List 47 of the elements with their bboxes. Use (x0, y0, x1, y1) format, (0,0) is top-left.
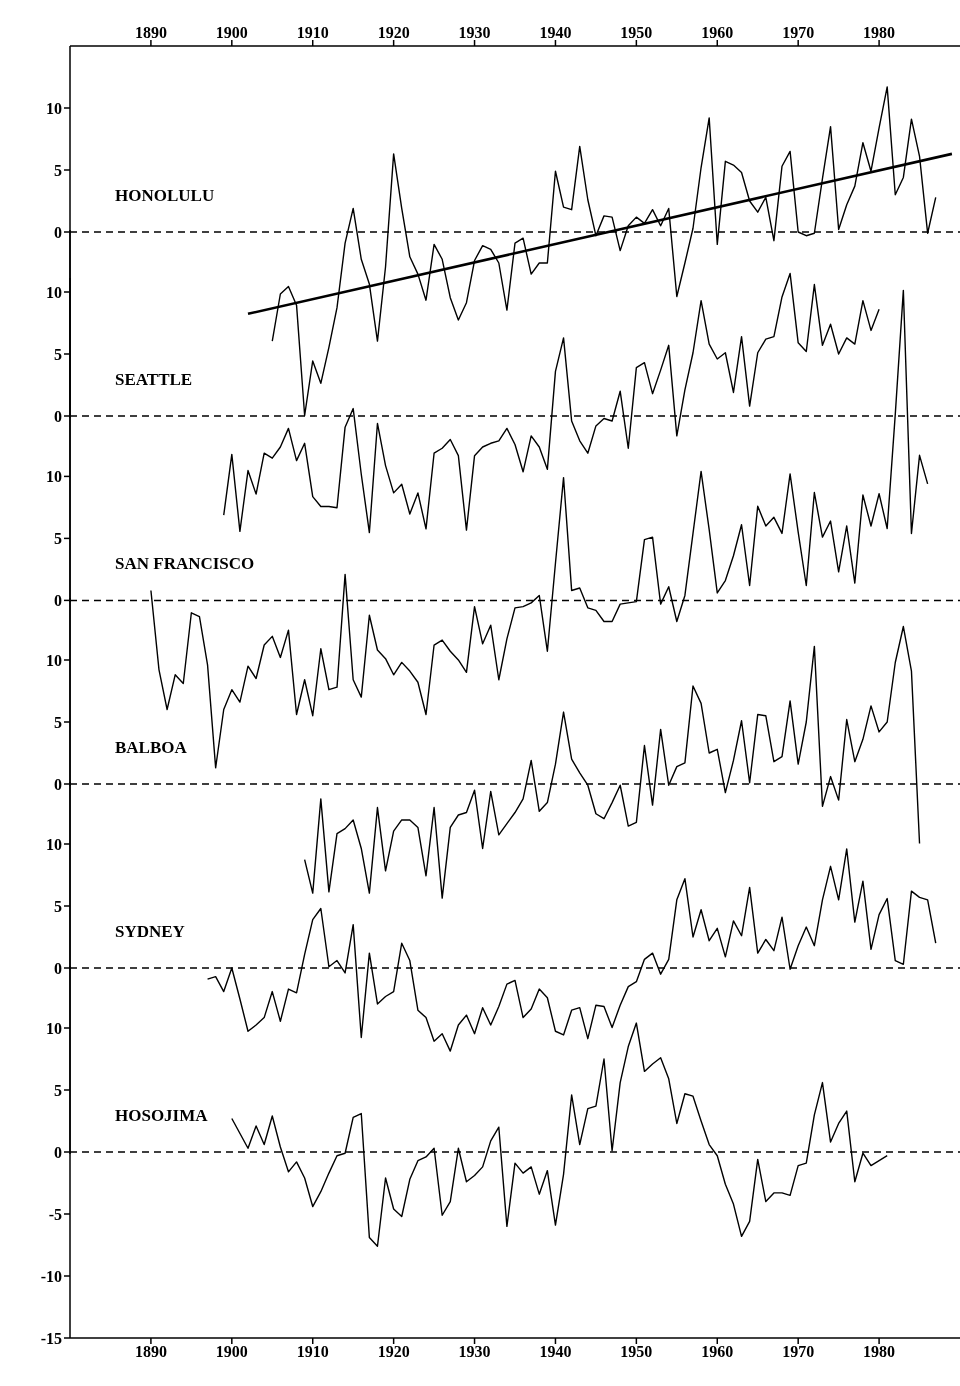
x-tick-label: 1940 (539, 24, 572, 41)
y-tick-label: 0 (54, 775, 62, 793)
y-tick-label: 0 (54, 591, 63, 609)
y-tick-label: 5 (54, 1081, 62, 1099)
x-tick-label: 1940 (539, 1343, 572, 1361)
x-tick-label: 1900 (215, 1343, 248, 1361)
x-tick-label: 1890 (134, 1343, 167, 1361)
x-tick-label: 1920 (377, 24, 410, 41)
y-tick-label: 0 (54, 959, 62, 977)
text: SEATTLE (115, 370, 193, 390)
x-tick-label: 1980 (863, 24, 896, 41)
x-tick-label: 1980 (863, 1343, 896, 1361)
y-tick-label: 5 (54, 345, 62, 363)
y-tick-label: 5 (54, 897, 62, 915)
x-tick-label: 1970 (782, 24, 815, 41)
y-tick-label: -5 (48, 1205, 62, 1223)
x-tick-label: 1890 (134, 24, 167, 41)
text: HONOLULU (115, 186, 215, 206)
y-tick-label: 10 (46, 1019, 62, 1037)
y-tick-label: 0 (54, 1143, 62, 1161)
x-tick-label: 1970 (782, 1343, 815, 1361)
y-tick-label: 10 (46, 283, 62, 301)
y-tick-label: 0 (54, 407, 62, 425)
y-tick-label: -10 (40, 1267, 62, 1285)
y-tick-label: 10 (46, 651, 62, 669)
y-tick-label: 5 (54, 713, 62, 731)
series-label: HOSOJIMA (115, 1106, 208, 1126)
x-tick-label: 1930 (458, 1343, 491, 1361)
y-tick-label: 10 (46, 835, 62, 853)
x-tick-label: 1950 (620, 1343, 653, 1361)
y-tick-label: -15 (40, 1329, 62, 1347)
x-tick-label: 1950 (620, 24, 653, 41)
x-tick-label: 1910 (296, 1343, 329, 1361)
text: SYDNEY (115, 922, 185, 942)
y-tick-label: 5 (54, 161, 62, 179)
x-tick-label: 1900 (215, 24, 248, 41)
x-tick-label: 1930 (458, 24, 491, 41)
y-tick-label: 10 (46, 99, 62, 117)
x-tick-label: 1910 (296, 24, 329, 41)
y-tick-label: 0 (54, 223, 62, 241)
x-tick-label: 1960 (701, 24, 734, 41)
text: SAN FRANCISCO (115, 553, 255, 574)
text: BALBOA (115, 738, 187, 758)
x-tick-label: 1920 (377, 1343, 410, 1361)
y-tick-label: 10 (46, 467, 63, 485)
y-tick-label: 5 (54, 529, 63, 547)
x-tick-label: 1960 (701, 1343, 734, 1361)
